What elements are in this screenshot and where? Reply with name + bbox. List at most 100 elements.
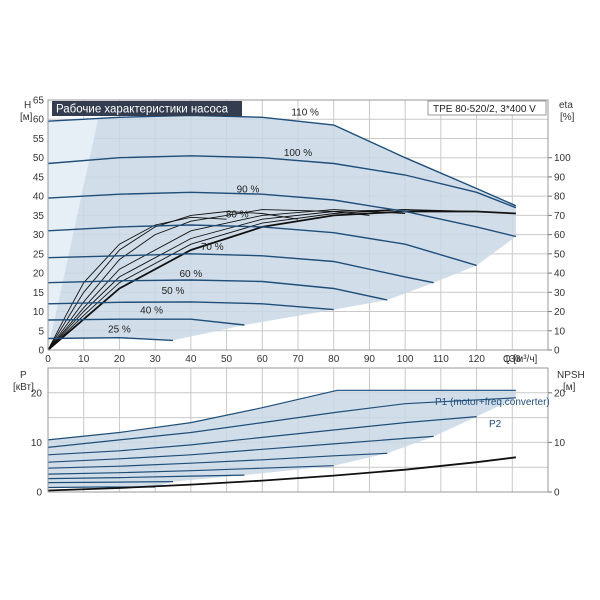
flow-x-tick-label: 10 — [78, 354, 90, 365]
npsh-y-axis-ticks: 0 10 20 — [548, 388, 566, 499]
head-curve-label: 40 % — [140, 305, 163, 316]
eta-y-tick-label: 100 — [554, 153, 571, 164]
flow-x-tick-label: 60 — [257, 354, 269, 365]
eta-y-tick-label: 60 — [554, 230, 566, 241]
head-y-tick-label: 40 — [33, 192, 45, 203]
head-axis-label: H — [24, 100, 31, 111]
npsh-axis-label: NPSH — [557, 370, 585, 381]
head-y-tick-label: 15 — [33, 288, 45, 299]
flow-x-tick-label: 50 — [221, 354, 233, 365]
head-y-tick-label: 60 — [33, 115, 45, 126]
head-curve-label: 70 % — [201, 242, 224, 253]
head-y-tick-label: 10 — [33, 307, 45, 318]
flow-x-tick-label: 70 — [292, 354, 304, 365]
eta-y-tick-label: 70 — [554, 211, 566, 222]
head-y-axis-ticks: 0 5 10 15 20 25 30 35 40 45 50 55 60 65 — [33, 96, 45, 357]
chart-title: Рабочие характеристики насоса — [56, 104, 229, 116]
flow-x-tick-label: 0 — [45, 354, 51, 365]
eta-y-tick-label: 0 — [554, 346, 560, 357]
eta-y-tick-label: 50 — [554, 249, 566, 260]
head-curve-label: 100 % — [284, 148, 312, 159]
head-curve-label: 90 % — [237, 184, 260, 195]
eta-y-axis-ticks: 0 10 20 30 40 50 60 70 80 90 100 — [548, 153, 571, 357]
power-curve — [47, 435, 434, 463]
flow-x-tick-label: 100 — [397, 354, 414, 365]
flow-x-tick-label: 30 — [150, 354, 162, 365]
head-y-tick-label: 0 — [38, 346, 44, 357]
head-curve-label: 110 % — [291, 107, 319, 118]
power-curve — [47, 389, 516, 441]
power-curve — [47, 465, 334, 475]
npsh-axis-unit: [м] — [563, 382, 576, 393]
head-y-tick-label: 45 — [33, 172, 45, 183]
head-y-tick-label: 50 — [33, 153, 45, 164]
power-y-axis-ticks: 0 10 20 — [31, 388, 43, 498]
power-plot-frame — [47, 367, 549, 493]
power-curves — [47, 389, 516, 489]
eta-y-tick-label: 20 — [554, 307, 566, 318]
head-curve — [47, 336, 174, 342]
power-curve — [47, 416, 477, 456]
power-operating-area-fill — [48, 390, 516, 488]
head-y-tick-label: 35 — [33, 211, 45, 222]
chart-title-bar — [52, 101, 242, 116]
efficiency-curve — [47, 216, 227, 351]
head-curve — [47, 114, 517, 207]
head-y-tick-label: 25 — [33, 249, 45, 260]
head-y-tick-label: 30 — [33, 230, 45, 241]
pump-model: TPE 80-520/2, 3*400 V — [433, 104, 536, 115]
power-axis-unit: [кВт] — [13, 382, 34, 393]
flow-axis-label: Q [м³/ч] — [503, 354, 538, 365]
flow-x-axis-ticks: 0 10 20 30 40 50 60 70 80 90 100 110 120 130 — [45, 354, 521, 365]
efficiency-curve — [47, 211, 299, 351]
head-panel: 110 % 100 % 90 % 80 % 70 % 60 % 50 % 40 % 25 % Р… — [20, 96, 575, 366]
head-axis-unit: [м] — [20, 112, 33, 123]
npsh-line — [47, 456, 517, 492]
npsh-curve — [47, 456, 517, 492]
efficiency-curve — [47, 209, 406, 351]
power-curve — [47, 481, 174, 484]
npsh-y-tick-label: 10 — [554, 438, 566, 449]
power-curve — [47, 397, 516, 448]
head-curve — [47, 279, 388, 301]
npsh-y-tick-label: 0 — [554, 488, 560, 499]
head-curve — [47, 155, 517, 209]
flow-x-tick-label: 40 — [185, 354, 197, 365]
power-axis-label: P — [20, 370, 27, 381]
head-curve-label: 50 % — [162, 286, 185, 297]
power-y-tick-label: 20 — [31, 388, 43, 399]
flow-x-tick-label: 120 — [468, 354, 485, 365]
power-y-tick-label: 0 — [36, 488, 42, 499]
flow-x-tick-label: 110 — [433, 354, 449, 365]
head-y-tick-label: 5 — [38, 326, 44, 337]
flow-x-tick-label: 90 — [364, 354, 376, 365]
head-y-tick-label: 20 — [33, 269, 45, 280]
head-curve — [47, 224, 477, 267]
p1-series-label: P1 (motor+freq.converter) — [435, 397, 550, 408]
flow-x-tick-label: 130 — [504, 354, 521, 365]
power-panel: 0 10 20 0 10 20 P [кВт] NPSH [м] P1 (motor+f… — [13, 367, 585, 499]
eta-y-tick-label: 10 — [554, 326, 566, 337]
p2-series-label: P2 — [489, 419, 502, 430]
head-curve-label: 25 % — [108, 325, 131, 336]
eta-axis-label: eta — [559, 100, 573, 111]
eta-y-tick-label: 80 — [554, 192, 566, 203]
head-curve-labels: 110 % 100 % 90 % 80 % 70 % 60 % 50 % 40 % 25 % — [108, 107, 319, 335]
flow-x-tick-label: 20 — [114, 354, 126, 365]
head-curve — [47, 301, 334, 311]
model-box — [427, 100, 547, 116]
power-curve — [47, 474, 245, 480]
head-curve — [47, 191, 517, 238]
flow-x-tick-label: 80 — [328, 354, 340, 365]
power-y-tick-label: 10 — [31, 438, 43, 449]
head-curves — [47, 114, 517, 342]
efficiency-curve — [47, 209, 370, 351]
head-curve-label: 80 % — [226, 209, 249, 220]
eta-y-tick-label: 40 — [554, 269, 566, 280]
head-curve — [47, 318, 245, 326]
head-curve-label: 60 % — [179, 269, 202, 280]
head-plot-frame — [47, 99, 549, 351]
head-curve — [47, 253, 434, 284]
eta-axis-unit: [%] — [560, 112, 575, 123]
head-y-tick-label: 55 — [33, 134, 45, 145]
